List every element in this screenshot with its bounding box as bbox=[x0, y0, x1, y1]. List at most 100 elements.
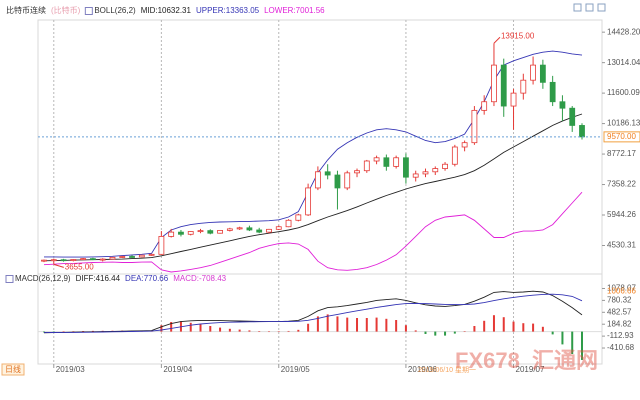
candle-body bbox=[363, 160, 370, 172]
macd-bar bbox=[385, 318, 388, 332]
candle-body bbox=[520, 79, 527, 94]
candle-body bbox=[393, 157, 400, 167]
macd-bar bbox=[356, 318, 359, 332]
macd-bar bbox=[463, 331, 466, 332]
min-label: 3655.00 bbox=[65, 262, 94, 271]
y-tick-label: 14428.20 bbox=[607, 27, 640, 36]
legend-text: 比特币连续 bbox=[6, 5, 46, 15]
macd-bar bbox=[424, 331, 427, 334]
macd-bar bbox=[532, 323, 535, 332]
macd-bar bbox=[238, 329, 241, 332]
main-panel bbox=[37, 19, 603, 275]
candle-body bbox=[148, 253, 155, 256]
macd-bar bbox=[522, 323, 525, 332]
last-price-label: 9570.00 bbox=[607, 132, 636, 141]
period-box[interactable] bbox=[1, 363, 25, 376]
candle-body bbox=[569, 107, 576, 126]
candle-body bbox=[119, 256, 126, 258]
dea-marker: 1006.66 bbox=[607, 286, 636, 295]
candle-body bbox=[90, 258, 96, 261]
candle-body bbox=[451, 146, 458, 165]
candle-body bbox=[461, 142, 468, 148]
watermark: 2019/06/10 星期一 bbox=[418, 366, 476, 374]
candle-body bbox=[491, 64, 497, 103]
macd-bar bbox=[287, 330, 290, 332]
line bbox=[43, 113, 583, 262]
icon[interactable] bbox=[585, 3, 594, 12]
candle-body bbox=[207, 230, 214, 234]
line bbox=[43, 191, 583, 273]
macd-bar bbox=[492, 315, 495, 332]
macd-bar bbox=[571, 331, 574, 354]
candle-body bbox=[256, 229, 263, 233]
candle-body bbox=[178, 231, 184, 235]
y-tick-label: 5944.26 bbox=[607, 210, 636, 219]
macd-bar bbox=[228, 328, 231, 332]
macd-bar bbox=[483, 320, 486, 332]
candle-body bbox=[305, 187, 312, 216]
macd-bar bbox=[91, 330, 94, 332]
macd-bar bbox=[72, 331, 75, 332]
max-label: 13915.00 bbox=[501, 31, 535, 40]
candle-body bbox=[217, 230, 223, 234]
toolbar-icons bbox=[573, 3, 606, 12]
legend-text: UPPER:13363.05 bbox=[196, 6, 260, 15]
macd-bar bbox=[307, 323, 310, 332]
candle-body bbox=[403, 157, 409, 178]
line bbox=[43, 293, 583, 333]
candle-body bbox=[579, 125, 585, 138]
macd-bar bbox=[365, 318, 368, 332]
macd-bar bbox=[326, 314, 329, 332]
candle-body bbox=[471, 109, 478, 144]
candle-body bbox=[539, 64, 546, 83]
macd-bar bbox=[346, 317, 349, 332]
icon[interactable] bbox=[597, 3, 606, 12]
candle-body bbox=[99, 258, 106, 261]
min-pointer bbox=[53, 263, 64, 268]
candle-body bbox=[559, 101, 566, 109]
legend-text: BOLL(26,2) bbox=[94, 6, 136, 15]
candle-body bbox=[246, 227, 253, 231]
icon[interactable] bbox=[573, 3, 582, 12]
y-tick-label: 4530.31 bbox=[607, 241, 636, 250]
macd-bar bbox=[248, 330, 251, 332]
macd-bar bbox=[209, 326, 212, 332]
y-tick-label: 13014.04 bbox=[607, 58, 640, 67]
y-tick-label: -410.68 bbox=[607, 343, 635, 352]
candle-body bbox=[138, 254, 145, 258]
y-tick-label: 7358.22 bbox=[607, 180, 636, 189]
macd-bar bbox=[502, 317, 505, 332]
watermark: 汇通网 bbox=[532, 348, 598, 373]
watermark: FX678 bbox=[455, 348, 520, 373]
candle-body bbox=[197, 230, 204, 233]
macd-bar bbox=[62, 331, 65, 333]
legend-text: LOWER:7001.56 bbox=[264, 6, 325, 15]
candle-body bbox=[266, 228, 272, 233]
candle-body bbox=[70, 259, 77, 261]
x-tick-label: 2019/03 bbox=[56, 365, 85, 374]
legend-text: (比特币) bbox=[51, 5, 81, 15]
candle-body bbox=[481, 101, 488, 111]
macd-bar bbox=[170, 322, 173, 332]
candle-body bbox=[500, 64, 507, 107]
candle-body bbox=[442, 163, 448, 169]
candle-body bbox=[158, 236, 165, 255]
y-tick-label: 10186.13 bbox=[607, 119, 640, 128]
period-label[interactable]: 日线 bbox=[5, 364, 21, 374]
macd-bar bbox=[189, 322, 192, 332]
last-price-box bbox=[603, 131, 640, 143]
candle-body bbox=[324, 171, 331, 176]
candle-body bbox=[510, 92, 517, 107]
macd-bar bbox=[375, 317, 378, 332]
macd-bar bbox=[541, 326, 544, 332]
macd-bar bbox=[43, 331, 45, 333]
candle-body bbox=[334, 174, 341, 189]
candle-body bbox=[236, 227, 243, 230]
macd-bar bbox=[199, 324, 202, 332]
candle-body bbox=[373, 157, 380, 162]
candle-body bbox=[549, 81, 556, 103]
legend-text: MACD(26,12,9) bbox=[15, 274, 71, 283]
macd-bar bbox=[404, 325, 407, 332]
candle-body bbox=[168, 231, 175, 237]
macd-bar bbox=[219, 327, 222, 332]
